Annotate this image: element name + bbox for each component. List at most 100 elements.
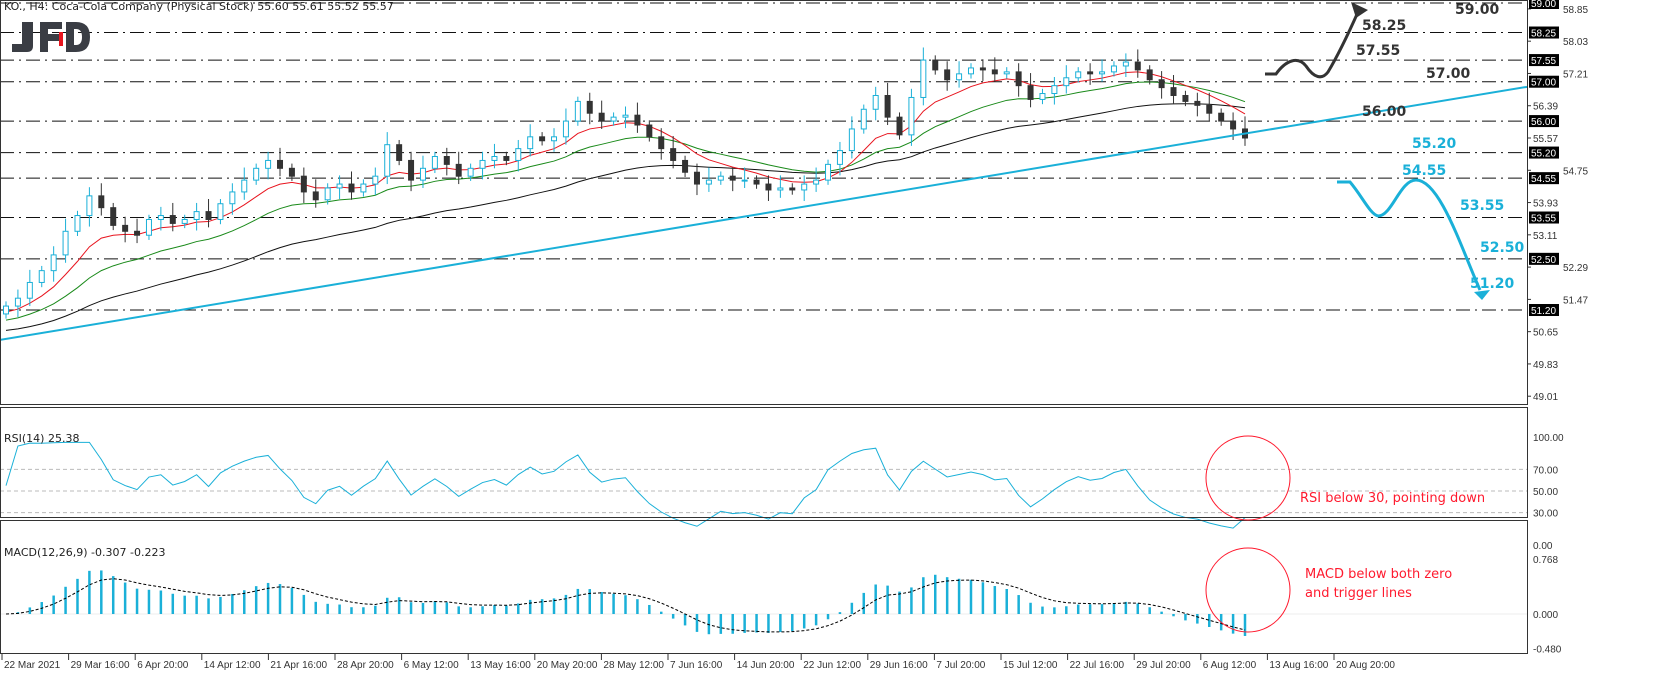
level-tag-label: 57.55: [1531, 56, 1556, 67]
ma-mid-line: [5, 81, 1246, 321]
x-tick-label: 7 Jul 20:00: [936, 660, 985, 671]
y-tick-label: 57.21: [1563, 69, 1588, 80]
bullish-candle: [157, 215, 164, 220]
bearish-candle: [682, 159, 689, 173]
ma-slow-line: [5, 103, 1246, 331]
bear-target-label: 52.50: [1480, 240, 1525, 256]
bearish-candle: [312, 191, 319, 201]
bearish-candle: [503, 156, 510, 161]
bear-target-label: 53.55: [1460, 198, 1504, 214]
bullish-candle: [717, 175, 724, 181]
bearish-candle: [670, 148, 677, 161]
bearish-scenario-path: [1337, 178, 1482, 291]
bullish-candle: [1122, 61, 1129, 67]
bullish-candle: [801, 183, 808, 191]
y-tick-label: 55.57: [1533, 134, 1558, 145]
bearish-candle: [122, 224, 129, 232]
rsi-panel: [0, 407, 1528, 518]
bullish-candle: [562, 120, 569, 138]
y-tick-label: 50.65: [1533, 328, 1558, 339]
rsi-tick-label: 70.00: [1533, 465, 1558, 476]
macd-title: MACD(12,26,9) -0.307 -0.223: [4, 546, 165, 559]
bullish-candle: [777, 187, 784, 191]
bearish-candle: [789, 187, 796, 191]
bullish-candle: [610, 116, 617, 122]
x-tick-label: 14 Apr 12:00: [204, 660, 261, 671]
bullish-candle: [491, 156, 498, 161]
uptrend-line: [0, 85, 1528, 341]
bearish-candle: [134, 230, 141, 236]
bearish-candle: [277, 159, 284, 169]
x-tick-label: 6 Apr 20:00: [137, 660, 189, 671]
y-tick-label: 56.39: [1533, 102, 1558, 113]
x-tick-label: 15 Jul 12:00: [1003, 660, 1058, 671]
bullish-candle: [836, 150, 843, 165]
bear-target-label: 51.20: [1470, 276, 1515, 292]
x-tick-label: 6 Aug 12:00: [1203, 660, 1257, 671]
bearish-candle: [1182, 94, 1189, 102]
macd-annotation-line1: MACD below both zero: [1305, 567, 1452, 582]
bearish-candle: [348, 183, 355, 193]
bull-target-label: 57.55: [1356, 43, 1400, 59]
level-tag-label: 59.00: [1531, 0, 1556, 10]
bullish-candle: [324, 187, 331, 201]
x-tick-label: 20 Aug 20:00: [1336, 660, 1395, 671]
bearish-candle: [1206, 104, 1213, 114]
bullish-candle: [551, 136, 558, 142]
bullish-candle: [14, 297, 21, 307]
bullish-candle: [3, 305, 9, 315]
level-tag: [1529, 172, 1559, 185]
bearish-candle: [896, 116, 903, 136]
bullish-candle: [813, 179, 820, 185]
bullish-candle: [419, 167, 426, 181]
bearish-candle: [1170, 87, 1177, 96]
bearish-candle: [98, 195, 105, 209]
bearish-candle: [443, 156, 450, 165]
bearish-candle: [1134, 61, 1141, 71]
bullish-candle: [1099, 71, 1106, 75]
level-tag: [1529, 0, 1559, 9]
bear-target-label: 55.20: [1412, 136, 1457, 152]
y-tick-label: 53.93: [1533, 199, 1558, 210]
bearish-candle: [586, 100, 593, 114]
rsi-tick-label: 100.00: [1533, 433, 1564, 444]
bullish-candle: [193, 211, 200, 220]
x-tick-label: 14 Jun 20:00: [737, 660, 795, 671]
bullish-candle: [479, 159, 486, 169]
level-tag-label: 52.50: [1531, 255, 1556, 266]
bearish-candle: [658, 136, 665, 150]
bearish-candle: [1194, 100, 1201, 106]
bearish-candle: [169, 215, 176, 224]
bearish-candle: [539, 136, 546, 142]
bullish-candle: [1075, 71, 1082, 79]
arrow-down-icon: [1474, 290, 1490, 300]
bullish-candle: [229, 191, 236, 205]
bull-target-label: 57.00: [1426, 66, 1471, 82]
y-tick-label: 58.85: [1563, 5, 1588, 16]
x-tick-label: 7 Jun 16:00: [670, 660, 723, 671]
macd-panel: [0, 520, 1528, 654]
bull-target-label: 58.25: [1362, 18, 1406, 34]
level-tag-label: 53.55: [1531, 214, 1556, 225]
bearish-candle: [646, 124, 653, 138]
level-tag-label: 51.20: [1531, 306, 1556, 317]
bullish-scenario-path: [1265, 11, 1360, 79]
level-tag-label: 57.00: [1531, 78, 1556, 89]
x-tick-label: 29 Jul 20:00: [1136, 660, 1191, 671]
bullish-candle: [372, 175, 379, 185]
bearish-candle: [455, 163, 462, 177]
x-tick-label: 20 May 20:00: [537, 660, 598, 671]
bullish-candle: [1110, 65, 1117, 73]
bullish-candle: [265, 159, 272, 169]
bearish-candle: [1218, 112, 1225, 122]
bearish-candle: [991, 69, 998, 75]
x-tick-label: 6 May 12:00: [404, 660, 459, 671]
bullish-candle: [741, 179, 748, 182]
bullish-candle: [38, 270, 45, 283]
bullish-candle: [253, 167, 260, 181]
bullish-candle: [1063, 77, 1070, 87]
jfd-logo: [12, 22, 90, 52]
bullish-candle: [360, 183, 367, 193]
level-tag: [1529, 115, 1559, 128]
bullish-candle: [527, 136, 534, 150]
